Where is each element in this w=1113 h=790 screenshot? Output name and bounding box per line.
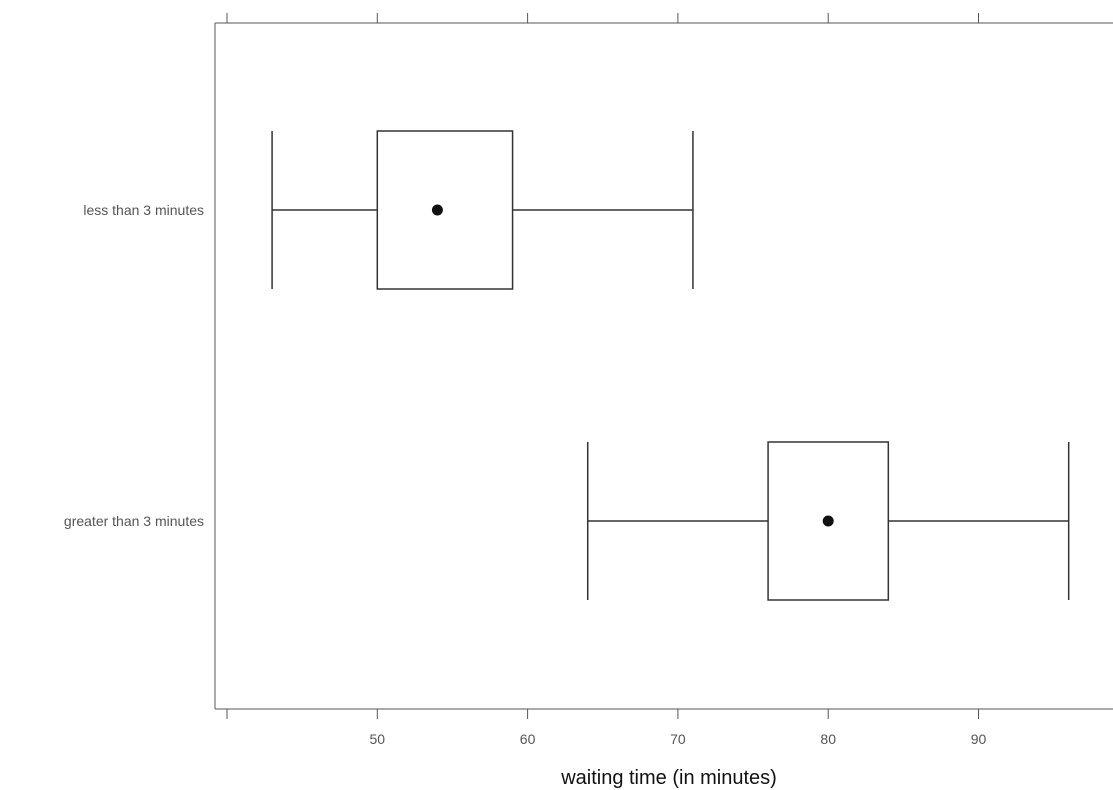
x-axis-title: waiting time (in minutes): [560, 767, 777, 789]
box-group: [271, 130, 694, 290]
iqr-box: [376, 130, 514, 290]
category-label: less than 3 minutes: [83, 202, 204, 218]
box-group: [586, 441, 1070, 601]
iqr-box: [767, 441, 890, 601]
plot-frame: [214, 22, 1113, 710]
category-labels: less than 3 minutes greater than 3 minute…: [64, 202, 204, 529]
median-dot: [822, 515, 834, 527]
x-tick-labels: 50 60 70 80 90: [370, 731, 987, 747]
x-tick-label: 80: [820, 731, 836, 747]
boxes-layer: [271, 130, 1070, 601]
x-tick-label: 60: [520, 731, 536, 747]
bottom-ticks: [226, 709, 979, 719]
x-tick-label: 90: [971, 731, 987, 747]
x-tick-label: 50: [370, 731, 386, 747]
x-tick-label: 70: [670, 731, 686, 747]
category-label: greater than 3 minutes: [64, 513, 204, 529]
top-ticks: [226, 13, 979, 23]
median-dot: [431, 204, 443, 216]
